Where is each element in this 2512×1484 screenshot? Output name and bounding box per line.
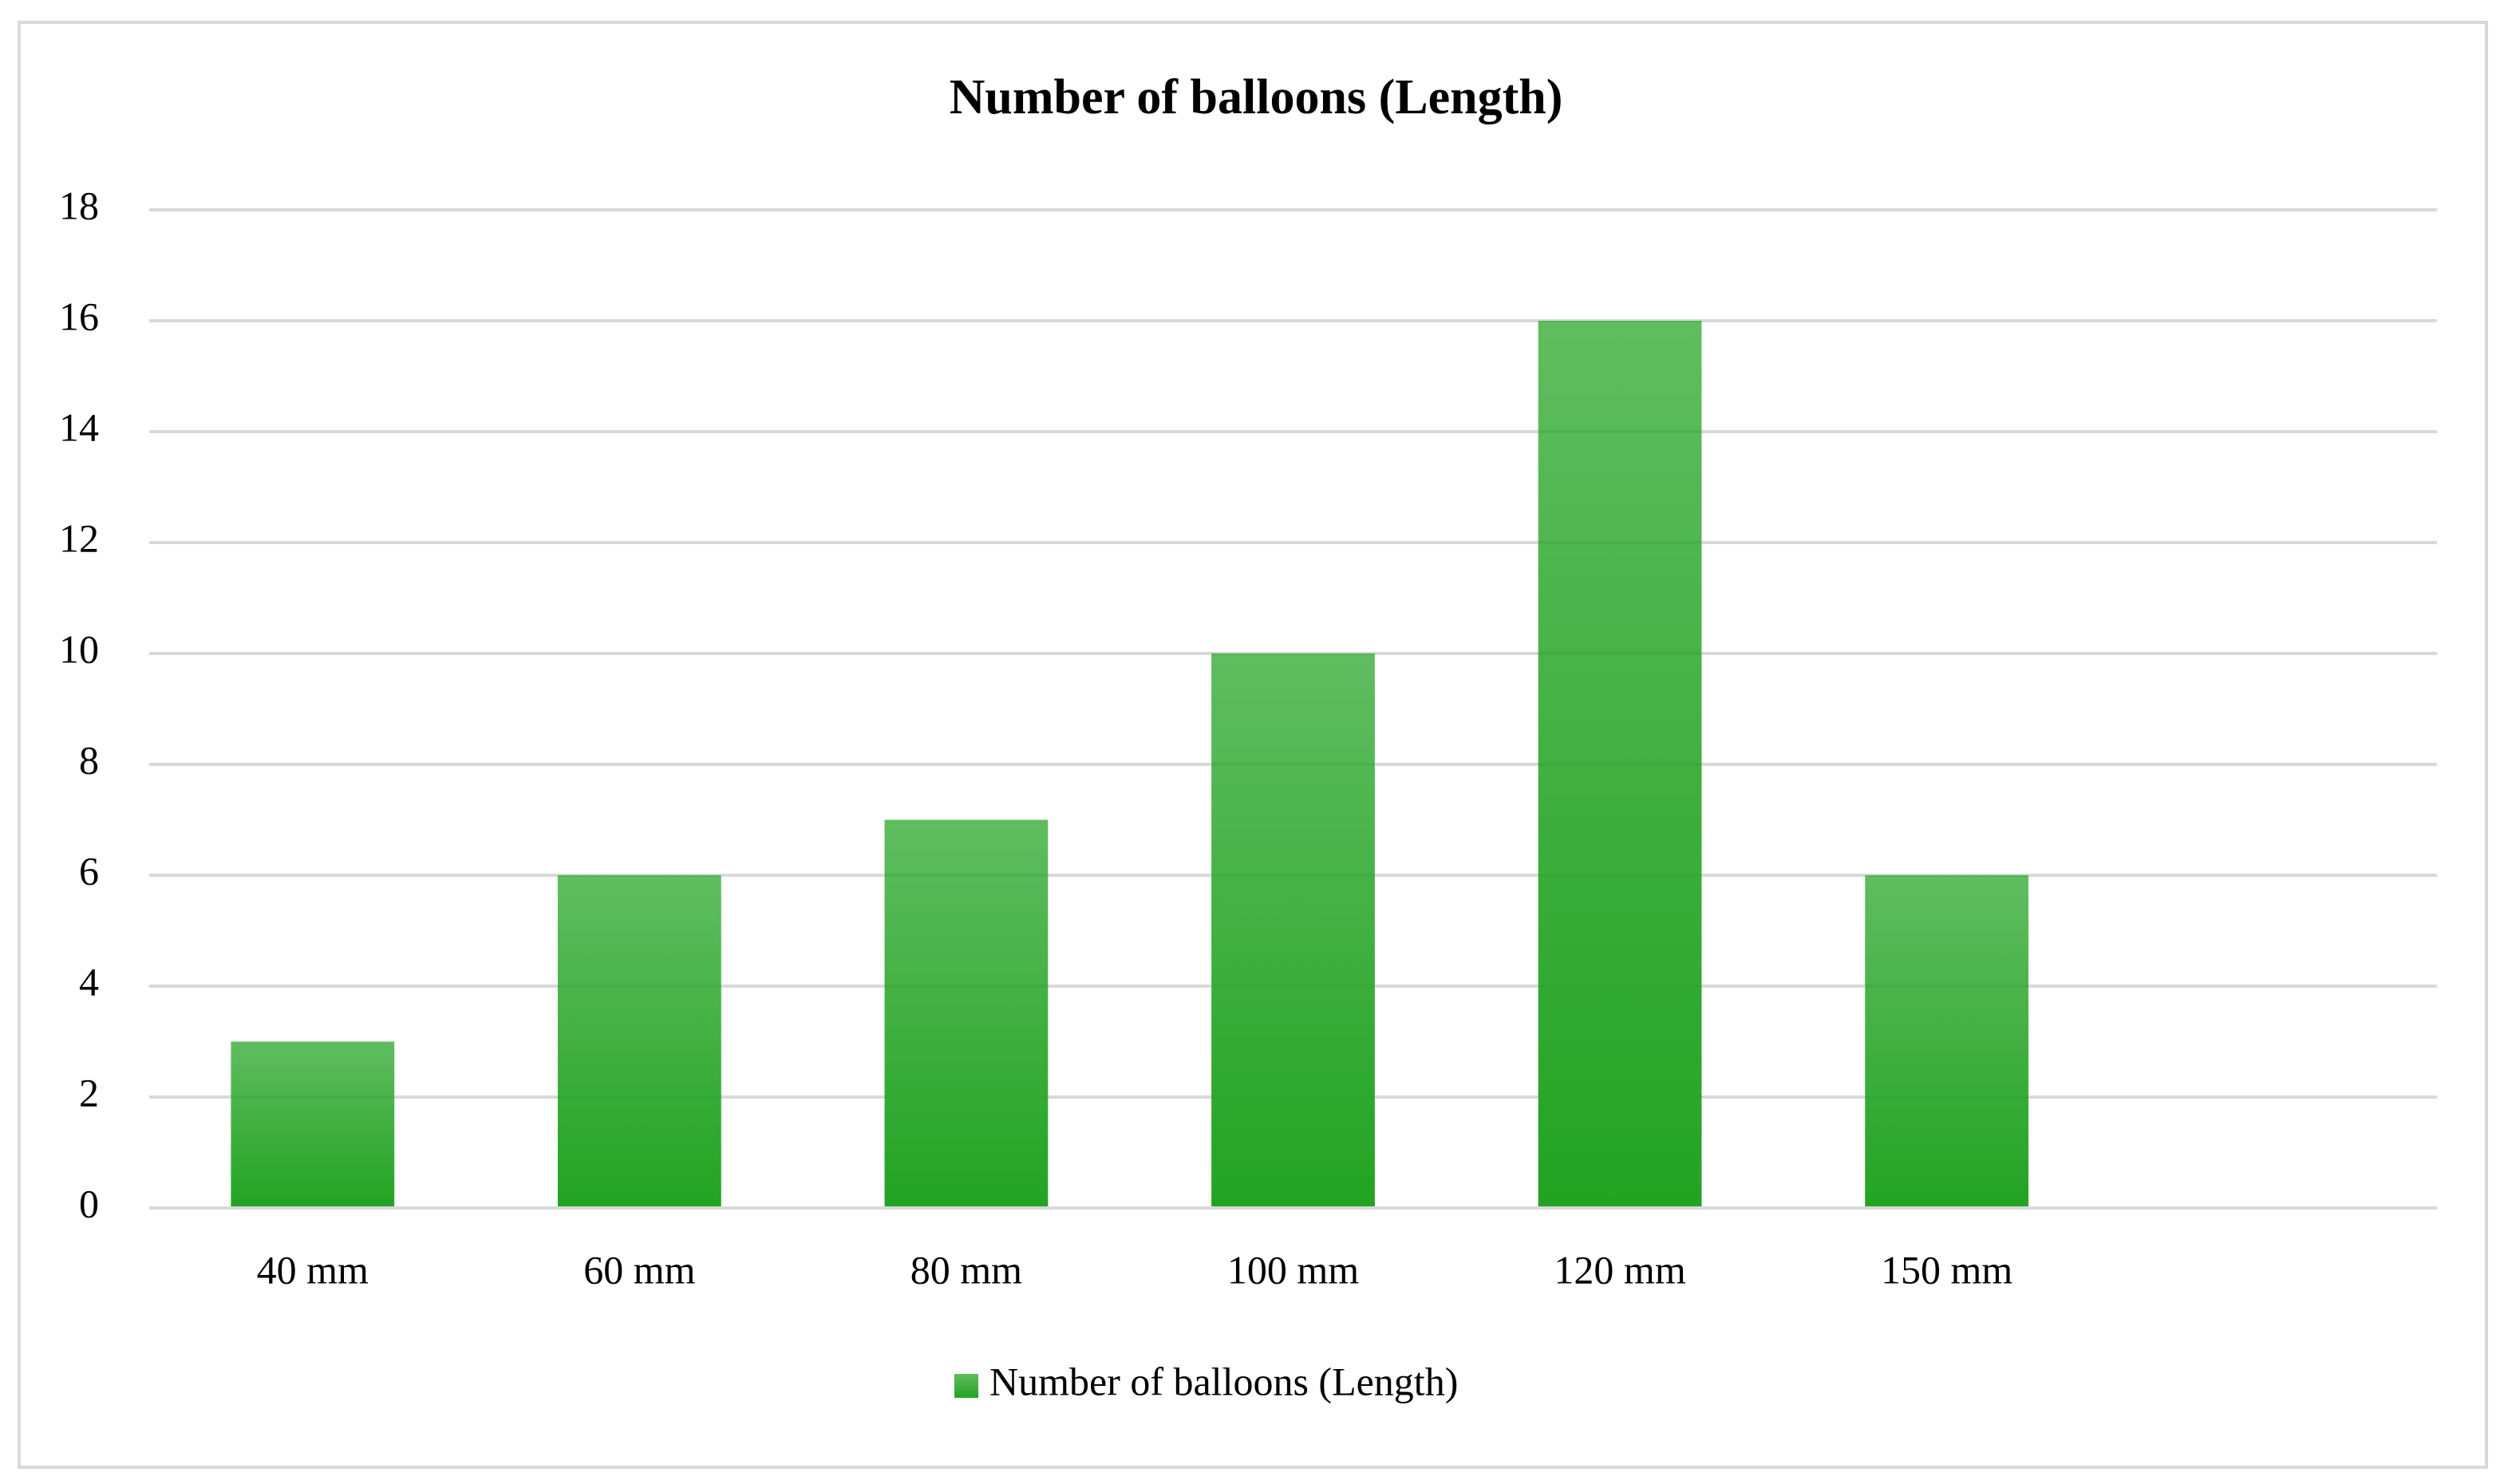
bar xyxy=(1211,653,1375,1208)
y-tick-label: 10 xyxy=(59,626,99,671)
bar xyxy=(884,819,1049,1208)
x-tick-label: 80 mm xyxy=(910,1247,1022,1292)
bar xyxy=(557,875,721,1208)
x-tick-label: 60 mm xyxy=(583,1247,695,1292)
bar xyxy=(231,1041,395,1208)
chart-title: Number of balloons (Length) xyxy=(950,70,1563,124)
y-tick-label: 6 xyxy=(79,848,99,893)
x-tick-label: 100 mm xyxy=(1227,1247,1359,1292)
y-tick-label: 0 xyxy=(79,1181,99,1225)
legend-marker xyxy=(954,1374,978,1398)
y-tick-label: 18 xyxy=(59,183,99,227)
y-tick-label: 2 xyxy=(79,1070,99,1115)
y-tick-label: 4 xyxy=(79,959,99,1004)
bar xyxy=(1865,875,2029,1208)
y-tick-label: 16 xyxy=(59,294,99,338)
x-tick-label: 120 mm xyxy=(1554,1247,1685,1292)
y-tick-label: 12 xyxy=(59,515,99,560)
x-tick-label: 40 mm xyxy=(257,1247,369,1292)
legend-label: Number of balloons (Length) xyxy=(989,1359,1458,1403)
y-tick-label: 8 xyxy=(79,737,99,782)
x-tick-label: 150 mm xyxy=(1881,1247,2012,1292)
y-tick-label: 14 xyxy=(59,405,99,449)
bar xyxy=(1538,321,1702,1208)
